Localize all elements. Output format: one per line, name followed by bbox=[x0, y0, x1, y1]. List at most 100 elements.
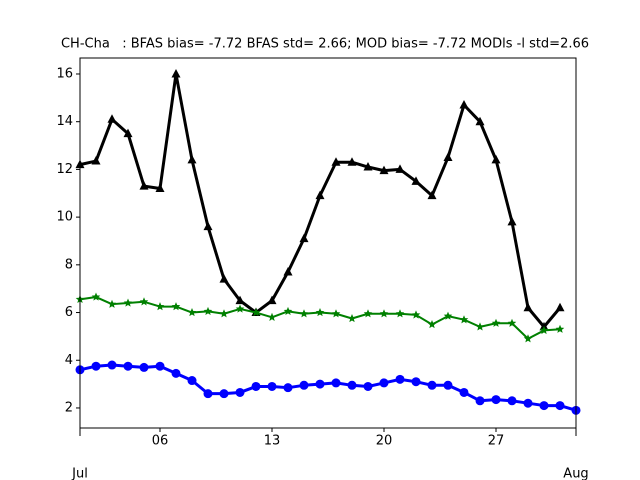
marker-circle bbox=[411, 377, 421, 387]
marker-circle bbox=[139, 362, 149, 372]
marker-star bbox=[251, 308, 261, 317]
marker-triangle bbox=[507, 216, 517, 226]
marker-circle bbox=[539, 401, 549, 411]
marker-star bbox=[459, 315, 469, 324]
marker-triangle bbox=[187, 154, 197, 164]
x-month-label: Jul bbox=[71, 467, 88, 480]
marker-star bbox=[523, 334, 533, 343]
marker-star bbox=[475, 322, 485, 331]
marker-circle bbox=[107, 360, 117, 370]
marker-star bbox=[187, 308, 197, 317]
y-tick-label: 12 bbox=[56, 162, 73, 177]
marker-triangle bbox=[315, 190, 325, 200]
marker-circle bbox=[459, 387, 469, 397]
marker-circle bbox=[171, 368, 181, 378]
marker-triangle bbox=[491, 154, 501, 164]
marker-triangle bbox=[331, 157, 341, 166]
marker-star bbox=[443, 311, 453, 320]
x-tick-label: 20 bbox=[376, 434, 393, 449]
marker-circle bbox=[363, 381, 373, 391]
marker-circle bbox=[299, 380, 309, 390]
marker-circle bbox=[91, 361, 101, 371]
marker-triangle bbox=[379, 165, 389, 175]
marker-star bbox=[315, 308, 325, 317]
marker-circle bbox=[427, 380, 437, 390]
marker-triangle bbox=[123, 128, 133, 138]
marker-circle bbox=[187, 376, 197, 386]
marker-circle bbox=[507, 396, 517, 406]
marker-star bbox=[507, 318, 517, 327]
marker-star bbox=[139, 297, 149, 306]
marker-triangle bbox=[107, 114, 117, 123]
marker-triangle bbox=[203, 221, 213, 231]
plot-frame bbox=[79, 57, 577, 429]
marker-star bbox=[203, 306, 213, 315]
marker-circle bbox=[555, 401, 565, 411]
marker-circle bbox=[475, 396, 485, 406]
marker-triangle bbox=[395, 164, 405, 173]
marker-star bbox=[331, 309, 341, 318]
marker-star bbox=[123, 298, 133, 307]
marker-triangle bbox=[363, 162, 373, 171]
y-tick-label: 14 bbox=[56, 114, 73, 129]
marker-triangle bbox=[411, 176, 421, 185]
y-tick-label: 6 bbox=[65, 305, 73, 320]
y-tick-label: 8 bbox=[65, 257, 73, 272]
marker-star bbox=[555, 324, 565, 333]
marker-triangle bbox=[155, 183, 165, 192]
marker-triangle bbox=[283, 266, 293, 276]
marker-triangle bbox=[523, 302, 533, 312]
y-tick-label: 16 bbox=[56, 66, 73, 81]
marker-star bbox=[411, 310, 421, 319]
marker-star bbox=[267, 312, 277, 321]
y-tick-label: 10 bbox=[56, 210, 73, 225]
x-tick-label: 06 bbox=[152, 434, 169, 449]
marker-circle bbox=[395, 374, 405, 384]
marker-star bbox=[539, 325, 549, 335]
marker-triangle bbox=[299, 233, 309, 243]
marker-star bbox=[427, 319, 437, 329]
marker-circle bbox=[331, 378, 341, 388]
marker-circle bbox=[379, 378, 389, 388]
y-tick-label: 2 bbox=[65, 400, 73, 415]
marker-star bbox=[363, 309, 373, 318]
marker-circle bbox=[219, 389, 229, 399]
marker-star bbox=[347, 314, 357, 323]
marker-triangle bbox=[555, 302, 565, 312]
marker-star bbox=[91, 292, 101, 301]
marker-triangle bbox=[219, 274, 229, 283]
marker-circle bbox=[491, 395, 501, 405]
marker-triangle bbox=[91, 156, 101, 165]
marker-triangle bbox=[267, 295, 277, 305]
marker-star bbox=[491, 318, 501, 327]
x-month-label: Aug bbox=[563, 467, 588, 480]
x-tick-label: 27 bbox=[488, 434, 505, 449]
marker-star bbox=[107, 299, 117, 308]
marker-circle bbox=[203, 389, 213, 399]
marker-circle bbox=[443, 380, 453, 390]
y-tick-label: 4 bbox=[65, 353, 73, 368]
marker-circle bbox=[155, 361, 165, 371]
marker-triangle bbox=[443, 152, 453, 161]
marker-circle bbox=[283, 383, 293, 393]
marker-star bbox=[299, 309, 309, 318]
marker-triangle bbox=[139, 181, 149, 190]
marker-circle bbox=[251, 381, 261, 391]
marker-star bbox=[283, 306, 293, 315]
marker-triangle bbox=[171, 68, 181, 78]
marker-circle bbox=[267, 381, 277, 391]
marker-star bbox=[219, 309, 229, 318]
marker-circle bbox=[523, 398, 533, 408]
marker-circle bbox=[315, 379, 325, 389]
chart-title: CH-Cha : BFAS bias= -7.72 BFAS std= 2.66… bbox=[61, 37, 589, 52]
marker-star bbox=[235, 304, 245, 313]
x-tick-label: 13 bbox=[264, 434, 281, 449]
marker-triangle bbox=[347, 157, 357, 166]
marker-circle bbox=[347, 380, 357, 390]
marker-triangle bbox=[427, 190, 437, 200]
marker-star bbox=[171, 302, 181, 311]
marker-star bbox=[379, 309, 389, 318]
marker-triangle bbox=[235, 295, 245, 305]
